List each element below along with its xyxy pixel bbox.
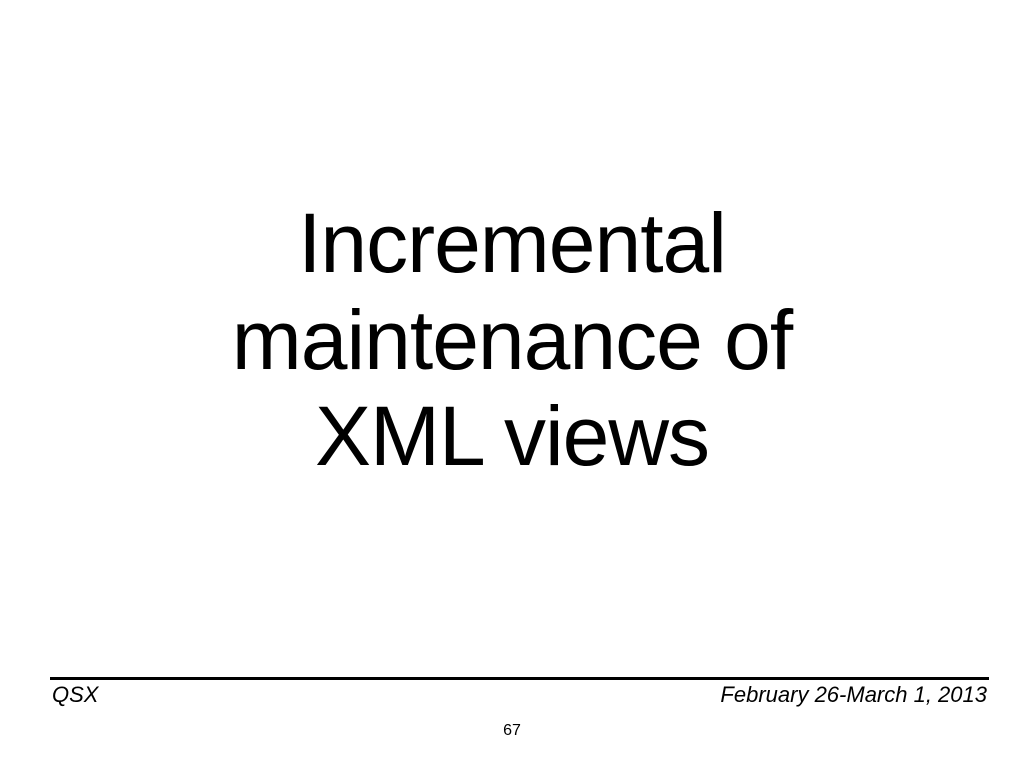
page-number: 67 <box>0 722 1024 740</box>
slide-footer: QSX February 26-March 1, 2013 <box>50 677 989 708</box>
slide: Incremental maintenance of XML views QSX… <box>0 0 1024 768</box>
footer-right: February 26-March 1, 2013 <box>720 682 989 708</box>
footer-rule <box>50 677 989 680</box>
title-line-3: XML views <box>315 389 709 483</box>
slide-title: Incremental maintenance of XML views <box>0 195 1024 485</box>
title-line-1: Incremental <box>298 196 726 290</box>
footer-row: QSX February 26-March 1, 2013 <box>50 682 989 708</box>
footer-left: QSX <box>50 682 98 708</box>
title-line-2: maintenance of <box>232 293 792 387</box>
